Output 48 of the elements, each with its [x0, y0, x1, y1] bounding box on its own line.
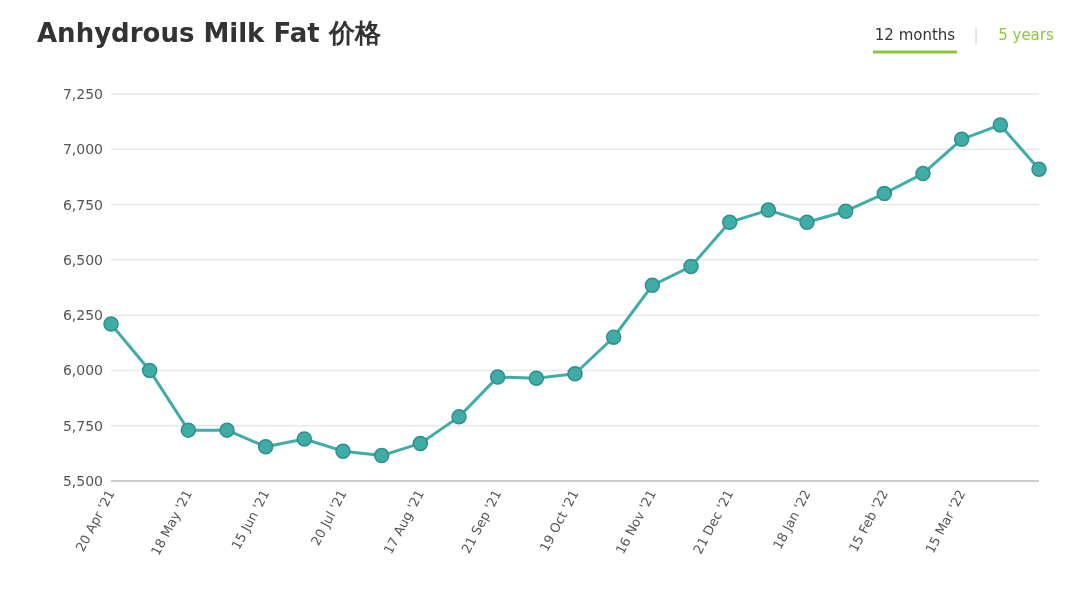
x-tick-label: 19 Oct '21 — [536, 487, 582, 554]
point — [644, 277, 661, 294]
x-tick-label: 18 May '21 — [148, 487, 195, 558]
text: 12 months — [874, 26, 956, 44]
y-tick-label: 6,250 — [62, 307, 103, 324]
point — [296, 431, 313, 447]
x-tick-label: 16 Nov '21 — [612, 487, 659, 557]
y-tick-label: 5,750 — [62, 417, 103, 434]
point — [876, 185, 893, 202]
x-tick-label: 18 Jan '22 — [769, 487, 814, 552]
point — [992, 117, 1009, 133]
y-tick-label: 6,500 — [62, 251, 103, 268]
point — [799, 214, 815, 231]
x-tick-label: 21 Sep '21 — [458, 487, 505, 556]
point — [180, 422, 197, 438]
x-tick-label: 20 Apr '21 — [72, 487, 118, 554]
point — [373, 447, 390, 464]
x-tick-label: 21 Dec '21 — [690, 487, 737, 557]
point — [1031, 161, 1047, 177]
point — [141, 362, 158, 379]
y-tick-label: 5,500 — [62, 473, 103, 489]
y-tick-label: 6,750 — [62, 196, 103, 213]
point — [412, 435, 429, 452]
x-tick-label: 15 Jun '21 — [228, 487, 273, 553]
y-tick-label: 6,000 — [62, 362, 103, 379]
point — [451, 409, 467, 425]
point — [837, 203, 854, 219]
x-tick-label: 17 Aug '21 — [380, 487, 427, 557]
point — [567, 366, 583, 382]
point — [103, 316, 119, 332]
x-tick-label: 15 Mar '22 — [922, 487, 969, 556]
point — [721, 214, 738, 231]
y-tick-label: 7,000 — [62, 141, 103, 158]
point — [335, 443, 351, 459]
point — [605, 329, 622, 346]
point — [683, 258, 699, 275]
point — [915, 165, 931, 182]
chart-title: Anhydrous Milk Fat 价格 — [37, 18, 381, 48]
x-tick-label: 20 Jul '21 — [307, 487, 350, 548]
x-tick-label: 15 Feb '22 — [845, 487, 891, 555]
point — [760, 202, 777, 218]
point — [953, 131, 970, 148]
point — [489, 369, 506, 385]
point — [528, 370, 545, 386]
point — [219, 422, 235, 438]
point — [257, 438, 274, 455]
y-tick-label: 7,250 — [62, 86, 103, 102]
text: 5 years — [998, 26, 1054, 44]
